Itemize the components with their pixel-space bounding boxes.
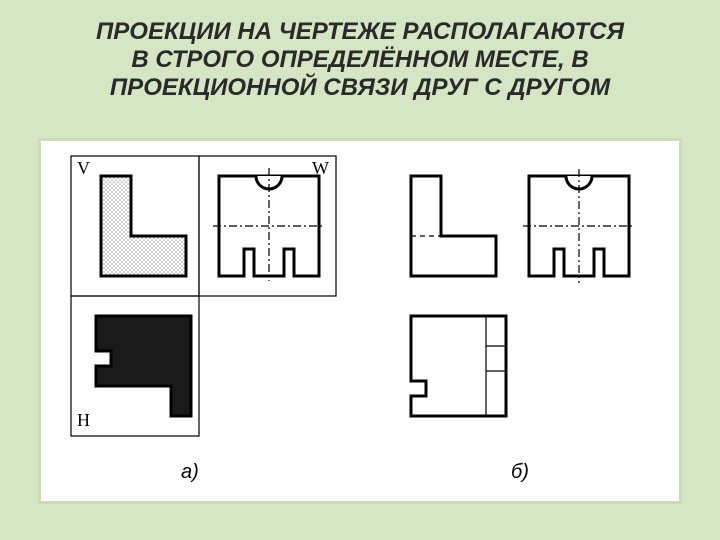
title-line-1: ПРОЕКЦИИ НА ЧЕРТЕЖЕ РАСПОЛАГАЮТСЯ — [40, 18, 680, 46]
title-line-2: В СТРОГО ОПРЕДЕЛЁННОМ МЕСТЕ, В — [40, 46, 680, 74]
slide: ПРОЕКЦИИ НА ЧЕРТЕЖЕ РАСПОЛАГАЮТСЯ В СТРО… — [0, 0, 720, 540]
caption-b: б) — [511, 461, 529, 484]
figure-svg: V W H — [41, 141, 685, 507]
caption-a: а) — [181, 461, 199, 484]
svg-text:H: H — [77, 410, 90, 430]
figure-panel: V W H а) б) — [38, 138, 682, 504]
svg-text:V: V — [77, 158, 90, 178]
svg-text:W: W — [312, 158, 329, 178]
slide-title: ПРОЕКЦИИ НА ЧЕРТЕЖЕ РАСПОЛАГАЮТСЯ В СТРО… — [40, 18, 680, 102]
title-line-3: ПРОЕКЦИОННОЙ СВЯЗИ ДРУГ С ДРУГОМ — [40, 74, 680, 102]
